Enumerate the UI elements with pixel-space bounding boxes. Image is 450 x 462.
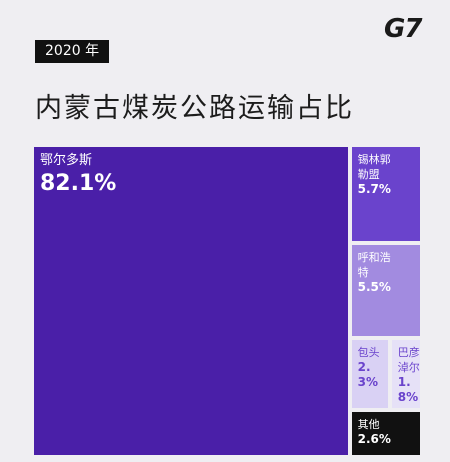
- cell-value: 5.7%: [357, 182, 391, 196]
- treemap-cell: 包头 2.3%: [351, 340, 388, 408]
- cell-value: 5.5%: [357, 280, 391, 295]
- cell-name: 锡林郭勒盟: [357, 153, 391, 181]
- treemap-cell: 锡林郭勒盟 5.7%: [351, 147, 420, 242]
- cell-value: 1.8%: [397, 375, 419, 405]
- cell-name: 包头: [357, 346, 380, 360]
- treemap-cell: 巴彦淖尔 1.8%: [391, 340, 420, 408]
- treemap-cell: 其他 2.6%: [351, 412, 420, 455]
- logo: G7: [384, 14, 422, 44]
- cell-name: 巴彦淖尔: [397, 346, 420, 375]
- cell-value: 2.6%: [357, 432, 391, 446]
- cell-name: 其他: [357, 418, 380, 431]
- chart-title: 内蒙古煤炭公路运输占比: [35, 93, 354, 124]
- cell-name: 鄂尔多斯: [40, 153, 93, 168]
- treemap-cell: 呼和浩特 5.5%: [351, 245, 420, 337]
- cell-name: 呼和浩特: [357, 251, 391, 280]
- cell-value: 2.3%: [357, 360, 378, 390]
- treemap-cell: 鄂尔多斯 82.1%: [34, 147, 348, 455]
- year-tag: 2020 年: [35, 40, 110, 63]
- treemap: 鄂尔多斯 82.1% 锡林郭勒盟 5.7% 呼和浩特 5.5% 包头 2.3% 巴彦淖尔 1.8%…: [34, 147, 420, 455]
- cell-value: 82.1%: [40, 171, 117, 196]
